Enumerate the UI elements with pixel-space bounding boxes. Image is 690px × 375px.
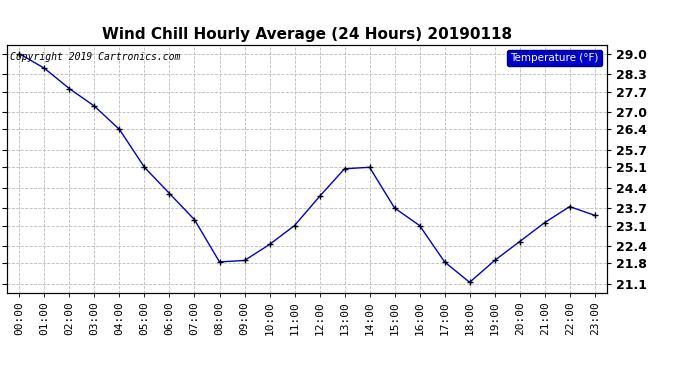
Legend: Temperature (°F): Temperature (°F) xyxy=(507,50,602,66)
Text: Copyright 2019 Cartronics.com: Copyright 2019 Cartronics.com xyxy=(10,53,180,62)
Title: Wind Chill Hourly Average (24 Hours) 20190118: Wind Chill Hourly Average (24 Hours) 201… xyxy=(102,27,512,42)
